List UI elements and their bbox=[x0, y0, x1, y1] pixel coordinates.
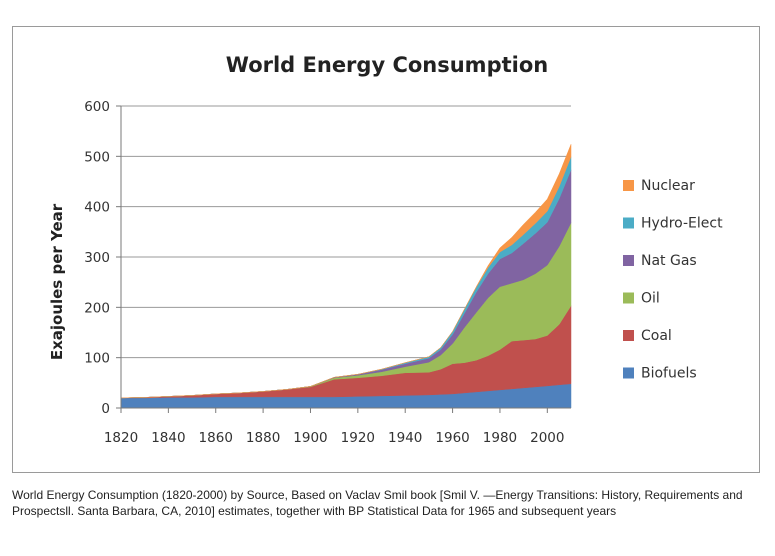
x-tick-label-1980: 1980 bbox=[483, 430, 517, 446]
figure-caption: World Energy Consumption (1820-2000) by … bbox=[12, 488, 743, 518]
legend-label-oil: Oil bbox=[641, 291, 660, 307]
x-tick-label-2000: 2000 bbox=[530, 430, 564, 446]
y-axis-label: Exajoules per Year bbox=[48, 203, 66, 360]
area-nuclear bbox=[120, 144, 572, 399]
chart-svg: World Energy Consumption Exajoules per Y… bbox=[48, 53, 723, 446]
y-tick-label-200: 200 bbox=[84, 300, 110, 316]
legend-swatch-oil bbox=[623, 292, 634, 304]
legend-label-coal: Coal bbox=[641, 328, 672, 344]
legend-label-nat-gas: Nat Gas bbox=[641, 253, 697, 269]
y-tick-label-100: 100 bbox=[84, 351, 110, 367]
legend-label-hydro-elect: Hydro-Elect bbox=[641, 216, 723, 232]
x-tick-label-1860: 1860 bbox=[199, 430, 233, 446]
y-tick-label-400: 400 bbox=[84, 200, 110, 216]
legend-label-biofuels: Biofuels bbox=[641, 366, 697, 382]
x-tick-label-1920: 1920 bbox=[341, 430, 375, 446]
x-tick-label-1840: 1840 bbox=[151, 430, 185, 446]
tick-labels: 0 100 200 300 400 500 600 1820 1840 1860 1880 1900 1… bbox=[84, 99, 564, 446]
y-tick-label-500: 500 bbox=[84, 149, 110, 165]
legend: Nuclear Hydro-Elect Nat Gas Oil Coal Biofuels bbox=[623, 178, 723, 382]
y-tick-label-300: 300 bbox=[84, 250, 110, 266]
x-tick-label-1900: 1900 bbox=[293, 430, 327, 446]
y-tick-label-0: 0 bbox=[101, 401, 110, 417]
axes bbox=[116, 105, 571, 413]
legend-swatch-nuclear bbox=[623, 180, 634, 191]
stacked-areas bbox=[120, 144, 572, 409]
legend-swatch-nat-gas bbox=[623, 255, 634, 266]
x-tick-label-1940: 1940 bbox=[388, 430, 422, 446]
legend-swatch-hydro-elect bbox=[623, 217, 634, 229]
x-tick-label-1820: 1820 bbox=[104, 430, 138, 446]
chart-frame: World Energy Consumption Exajoules per Y… bbox=[12, 26, 760, 473]
legend-swatch-coal bbox=[623, 330, 634, 341]
x-tick-label-1960: 1960 bbox=[435, 430, 469, 446]
chart-title: World Energy Consumption bbox=[226, 53, 548, 77]
x-tick-label-1880: 1880 bbox=[246, 430, 280, 446]
y-tick-label-600: 600 bbox=[84, 99, 110, 115]
legend-label-nuclear: Nuclear bbox=[641, 178, 695, 194]
legend-swatch-biofuels bbox=[623, 367, 634, 379]
